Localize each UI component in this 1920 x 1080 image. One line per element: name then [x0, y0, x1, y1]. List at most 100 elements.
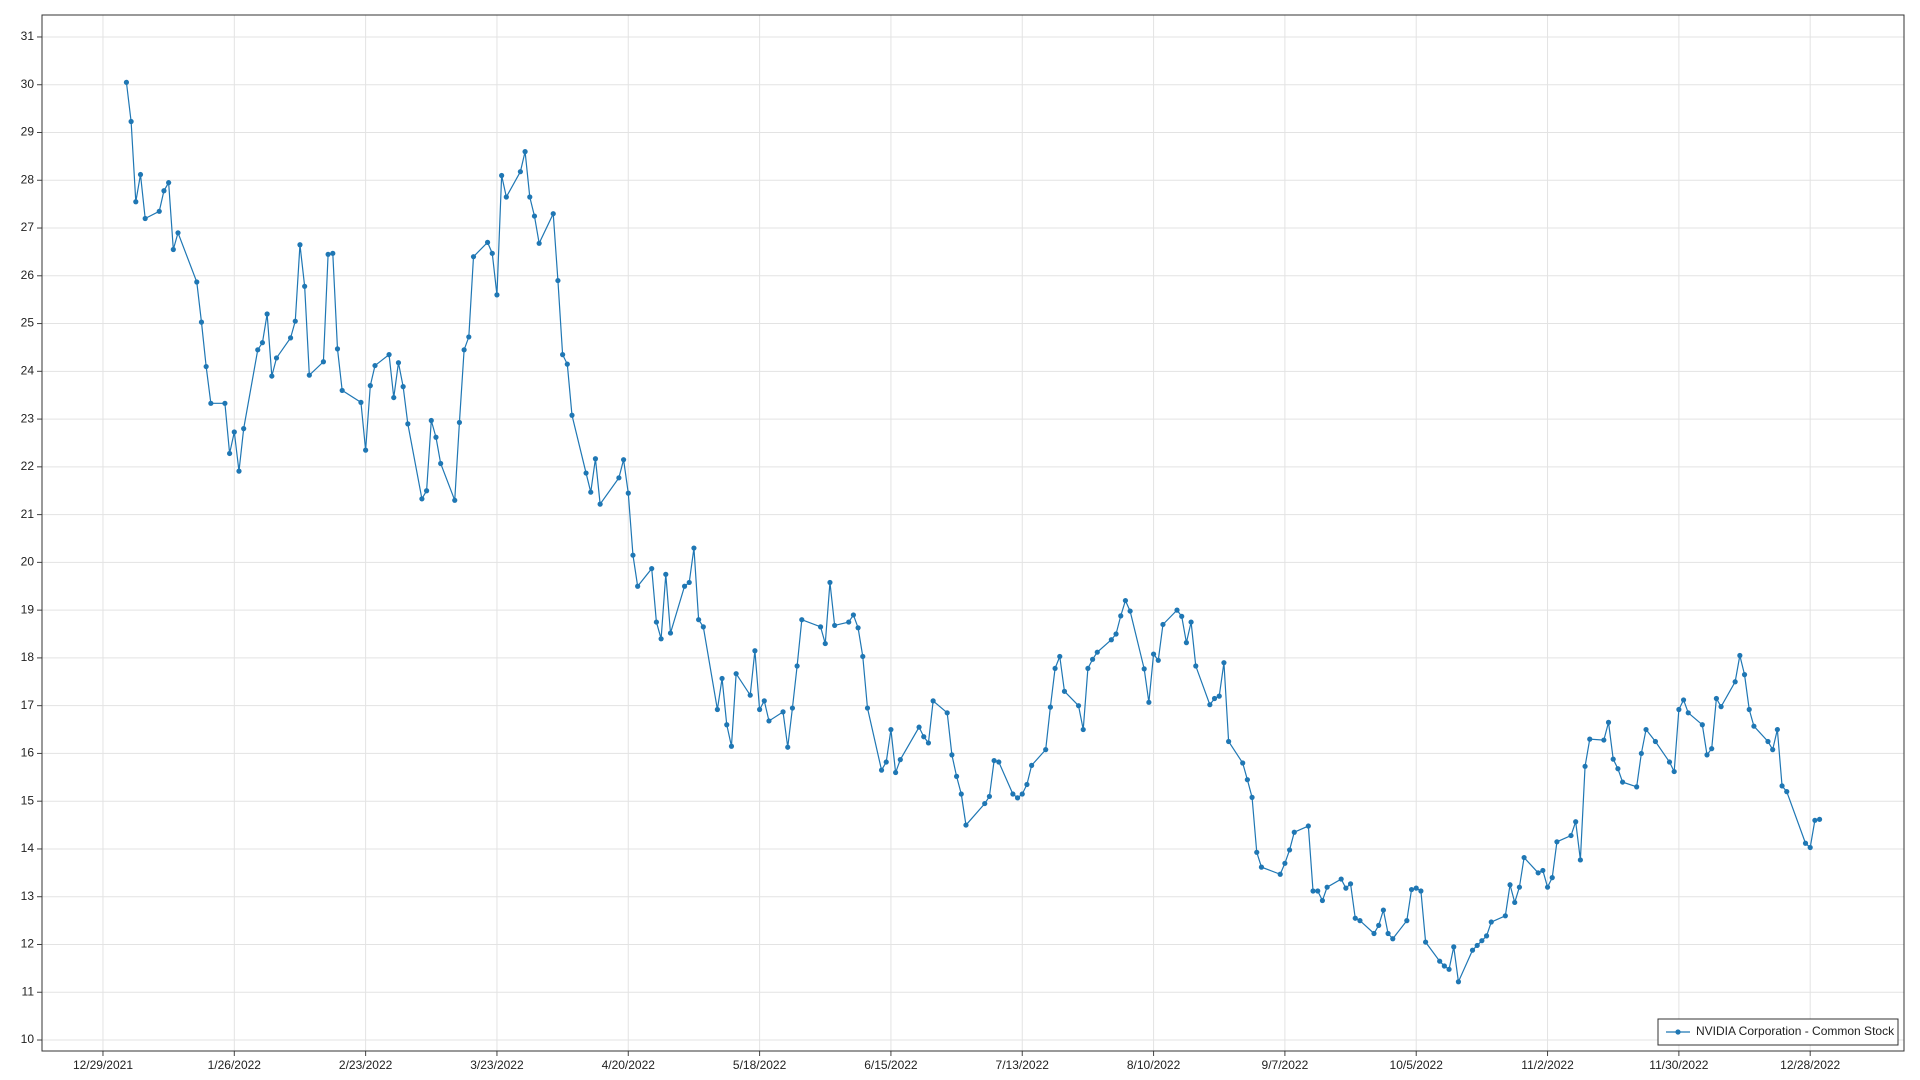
data-point	[1765, 738, 1771, 745]
data-point	[1376, 922, 1382, 928]
data-point	[1286, 847, 1293, 853]
y-tick-label: 18	[21, 650, 35, 664]
data-point	[527, 194, 533, 200]
data-point	[1713, 695, 1719, 702]
data-point	[1418, 888, 1424, 894]
data-point	[658, 636, 664, 642]
data-point	[1540, 867, 1546, 874]
data-point	[996, 759, 1002, 765]
data-point	[1057, 653, 1063, 660]
data-point	[1784, 789, 1790, 795]
data-point	[264, 311, 270, 317]
data-point	[419, 496, 425, 502]
data-point	[864, 705, 871, 711]
data-point	[630, 552, 636, 558]
data-point	[1488, 919, 1494, 925]
data-point	[921, 734, 927, 740]
data-point	[287, 335, 294, 341]
y-tick-label: 14	[21, 841, 35, 855]
data-point	[297, 242, 303, 248]
data-point	[292, 318, 298, 324]
data-point	[1446, 966, 1452, 972]
data-point	[1127, 608, 1133, 614]
y-tick-label: 25	[21, 316, 35, 330]
data-point	[1413, 885, 1419, 891]
data-point	[1554, 839, 1560, 845]
data-point	[667, 630, 674, 636]
data-point	[1352, 915, 1358, 921]
data-point	[1310, 888, 1316, 894]
y-tick-label: 15	[21, 793, 35, 807]
data-point	[1193, 663, 1199, 669]
y-tick-label: 31	[21, 29, 35, 43]
data-point	[306, 372, 312, 378]
data-point	[433, 434, 439, 440]
data-point	[620, 457, 627, 463]
data-point	[1516, 884, 1523, 890]
data-point	[452, 497, 458, 503]
data-point	[780, 709, 786, 715]
data-point	[1610, 756, 1616, 762]
data-point	[953, 773, 960, 779]
data-point	[846, 619, 852, 625]
x-tick-label: 10/5/2022	[1390, 1058, 1444, 1072]
data-point	[635, 583, 641, 589]
data-point	[794, 663, 800, 669]
data-point	[269, 373, 275, 379]
x-tick-label: 11/2/2022	[1521, 1058, 1574, 1072]
y-tick-label: 17	[21, 698, 35, 712]
data-point	[227, 450, 233, 457]
data-point	[1709, 746, 1715, 752]
data-point	[1085, 665, 1091, 672]
data-point	[1282, 860, 1288, 866]
data-point	[1638, 750, 1644, 757]
data-point	[128, 118, 134, 125]
data-point	[1699, 722, 1705, 728]
data-point	[1423, 939, 1429, 945]
data-point	[649, 565, 655, 572]
data-point	[1779, 783, 1785, 789]
data-point	[560, 352, 566, 358]
data-point	[1319, 897, 1326, 904]
data-point	[893, 769, 899, 776]
data-point	[756, 706, 763, 713]
data-point	[1685, 710, 1691, 716]
data-point	[1737, 652, 1743, 659]
data-point	[1680, 697, 1687, 703]
data-point	[930, 698, 936, 704]
data-point	[1113, 631, 1119, 637]
data-point	[822, 640, 828, 647]
data-point	[1061, 688, 1068, 694]
data-point	[1802, 840, 1809, 846]
y-tick-label: 10	[21, 1032, 35, 1046]
data-point	[1774, 726, 1780, 733]
data-point	[653, 619, 660, 625]
data-point	[1741, 672, 1748, 678]
data-point	[1305, 823, 1311, 829]
data-point	[1385, 930, 1391, 937]
data-point	[564, 361, 570, 367]
plot-frame	[41, 14, 1905, 1052]
data-point	[1479, 938, 1485, 944]
data-point	[733, 671, 739, 677]
data-point	[423, 488, 430, 494]
y-tick-label: 28	[21, 172, 35, 186]
data-point	[137, 171, 144, 178]
y-tick-label: 20	[21, 555, 35, 569]
data-point	[1211, 695, 1218, 702]
data-point	[963, 822, 969, 828]
data-point	[438, 460, 444, 467]
data-point	[592, 456, 599, 462]
data-point	[583, 470, 589, 476]
x-tick-label: 2/23/2022	[339, 1058, 393, 1072]
data-point	[1455, 979, 1462, 985]
data-point	[1732, 679, 1738, 685]
data-point	[1746, 706, 1752, 713]
data-point	[1150, 651, 1157, 657]
data-point	[400, 384, 406, 390]
legend: NVIDIA Corporation - Common Stock	[1657, 1018, 1899, 1046]
x-tick-label: 3/23/2022	[470, 1058, 524, 1072]
